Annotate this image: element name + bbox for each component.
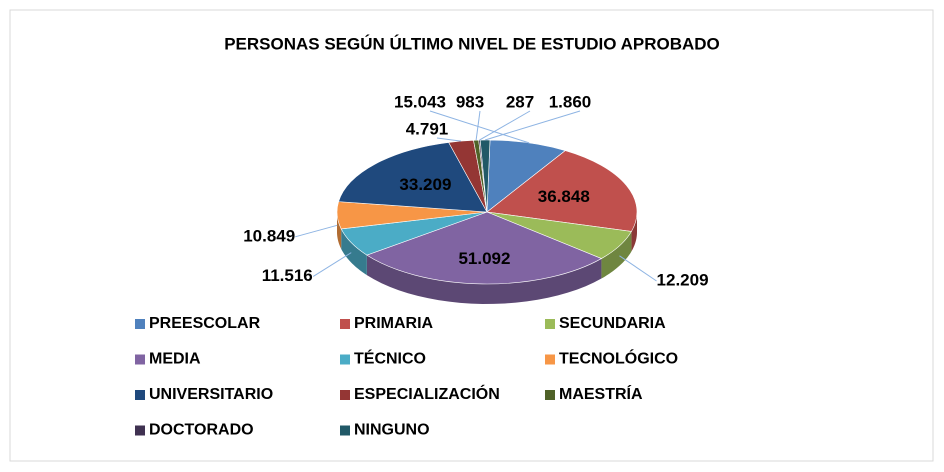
legend-label: ESPECIALIZACIÓN (354, 384, 500, 403)
pie-slice (338, 142, 488, 213)
legend-swatch (135, 354, 145, 365)
legend-label: UNIVERSITARIO (149, 386, 273, 403)
pie-side (366, 255, 602, 304)
leader-line (312, 252, 352, 277)
legend-label: MEDIA (149, 351, 201, 368)
leader-line (475, 110, 481, 141)
data-label: 287 (506, 92, 534, 111)
pie-side (601, 231, 632, 279)
leader-line (295, 224, 338, 238)
pie-slice (366, 211, 603, 285)
legend-swatch (340, 390, 350, 400)
legend-swatch (340, 319, 350, 329)
legend-swatch (135, 390, 145, 400)
legend-label: DOCTORADO (149, 422, 254, 439)
chart-title: PERSONAS SEGÚN ÚLTIMO NIVEL DE ESTUDIO A… (224, 34, 720, 53)
legend-label: MAESTRÍA (559, 384, 643, 403)
legend-swatch (545, 319, 555, 329)
legend-swatch (340, 425, 350, 436)
leader-line (429, 110, 530, 144)
pie-side (341, 228, 367, 276)
data-label: 12.209 (657, 270, 709, 289)
data-label: 15.043 (394, 92, 446, 111)
leader-line (484, 110, 581, 141)
data-label: 983 (456, 92, 484, 111)
legend-label: SECUNDARIA (559, 315, 666, 332)
data-label: 11.516 (262, 266, 313, 285)
data-label: 1.860 (549, 92, 592, 111)
legend-swatch (545, 390, 555, 400)
leader-line (436, 137, 462, 142)
legend-swatch (135, 319, 145, 329)
legend-label: PRIMARIA (354, 315, 434, 332)
legend-swatch (135, 425, 145, 436)
legend-swatch (340, 354, 350, 365)
legend-swatch (545, 354, 555, 365)
legend-label: TECNOLÓGICO (559, 349, 678, 368)
data-label: 33.209 (399, 175, 451, 194)
pie-slice (486, 150, 638, 232)
legend-label: TÉCNICO (354, 349, 426, 368)
leader-line (479, 110, 531, 141)
data-label: 10.849 (243, 226, 295, 245)
data-label: 36.848 (538, 187, 590, 206)
legend-label: NINGUNO (354, 422, 430, 439)
leader-line (619, 255, 657, 282)
legend-label: PREESCOLAR (149, 315, 261, 332)
data-label: 4.791 (406, 119, 449, 138)
data-label: 51.092 (458, 249, 510, 268)
